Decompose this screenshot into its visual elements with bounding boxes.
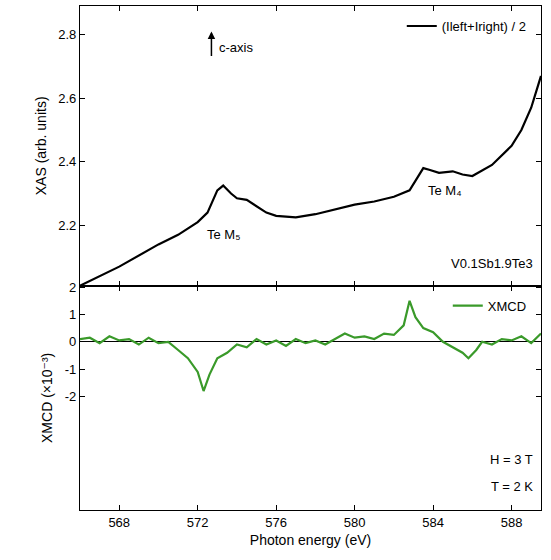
svg-text:V0.1Sb1.9Te3: V0.1Sb1.9Te3: [451, 256, 533, 271]
svg-text:2.2: 2.2: [58, 218, 76, 233]
svg-text:2.4: 2.4: [58, 154, 76, 169]
svg-text:576: 576: [265, 515, 287, 530]
svg-text:c-axis: c-axis: [219, 40, 253, 55]
svg-text:-2: -2: [65, 389, 77, 404]
svg-text:H = 3 T: H = 3 T: [490, 452, 533, 467]
svg-text:580: 580: [344, 515, 366, 530]
svg-text:2: 2: [69, 280, 76, 295]
svg-text:XMCD: XMCD: [488, 299, 526, 314]
svg-text:-1: -1: [65, 362, 77, 377]
svg-text:588: 588: [501, 515, 523, 530]
svg-text:Photon energy (eV): Photon energy (eV): [250, 532, 371, 548]
svg-text:2.8: 2.8: [58, 27, 76, 42]
svg-text:Te M₅: Te M₅: [207, 227, 240, 242]
svg-text:Te M₄: Te M₄: [428, 183, 461, 198]
svg-text:1: 1: [69, 307, 76, 322]
svg-text:T = 2 K: T = 2 K: [491, 479, 533, 494]
svg-text:(Ileft+Iright) / 2: (Ileft+Iright) / 2: [442, 19, 526, 34]
svg-text:584: 584: [422, 515, 444, 530]
svg-text:2.6: 2.6: [58, 91, 76, 106]
svg-text:XMCD (×10⁻³): XMCD (×10⁻³): [39, 353, 55, 443]
svg-text:568: 568: [108, 515, 130, 530]
svg-text:XAS (arb. units): XAS (arb. units): [33, 96, 49, 195]
svg-text:572: 572: [187, 515, 209, 530]
svg-text:0: 0: [69, 334, 76, 349]
